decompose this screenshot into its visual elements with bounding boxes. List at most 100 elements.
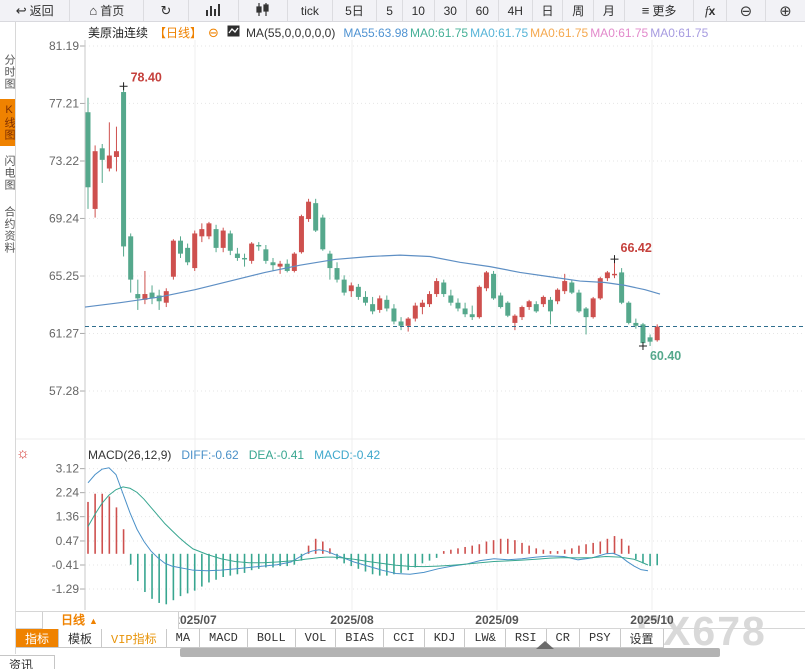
svg-text:69.24: 69.24: [49, 211, 79, 225]
ma-value-4: MA0:61.75: [590, 25, 649, 40]
sidebar-item-0[interactable]: 分时图: [3, 54, 15, 90]
tab-MA[interactable]: MA: [166, 629, 201, 648]
ma-value-2: MA0:61.75: [470, 25, 529, 40]
candle-chart-type-button-icon: [255, 2, 271, 19]
more-button-label: 更多: [652, 4, 677, 18]
period-month-button[interactable]: 月: [594, 0, 625, 21]
tab-CR[interactable]: CR: [546, 629, 580, 648]
home-button-label: 首页: [100, 4, 125, 18]
svg-text:77.21: 77.21: [49, 96, 79, 110]
period-10-button[interactable]: 10: [403, 0, 435, 21]
ma-value-5: MA0:61.75: [650, 25, 709, 40]
chart-type-sidebar: 分时图 K线图闪电图合约资料: [0, 22, 16, 654]
period-tag: 【日线】: [154, 26, 203, 40]
svg-text:60.40: 60.40: [650, 349, 681, 363]
tab-BIAS[interactable]: BIAS: [336, 629, 385, 648]
collapse-legend-icon[interactable]: ⊖: [208, 24, 219, 40]
ma-value-3: MA0:61.75: [530, 25, 589, 40]
svg-text:0.47: 0.47: [56, 534, 80, 548]
period-5day-button[interactable]: 5日: [333, 0, 378, 21]
home-button-icon: ⌂: [89, 3, 98, 18]
tab-VIP指标[interactable]: VIP指标: [102, 629, 167, 648]
ma-value-1: MA0:61.75: [410, 25, 469, 40]
svg-text:2025/09: 2025/09: [475, 613, 519, 627]
more-button[interactable]: ≡ 更多: [625, 0, 695, 21]
dea-value: DEA:-0.41: [248, 448, 305, 462]
refresh-button[interactable]: ↻: [144, 0, 189, 21]
tab-LW&[interactable]: LW&: [465, 629, 506, 648]
svg-text:57.28: 57.28: [49, 384, 79, 398]
refresh-button-icon: ↻: [160, 3, 172, 18]
current-period-button[interactable]: 日线 ▲: [42, 612, 179, 629]
top-toolbar: ↩ 返回 ⌂ 首页 ↻ tick 5日 5 10 30 60 4H 日周月 ≡ 更多 fx ⊖ ⊕: [0, 0, 805, 22]
period-5-button[interactable]: 5: [377, 0, 403, 21]
sidebar-item-1[interactable]: K线图: [0, 99, 15, 146]
indicator-settings-icon[interactable]: ☼: [16, 445, 30, 462]
period-week-button[interactable]: 周: [563, 0, 595, 21]
back-button-icon: ↩: [15, 3, 27, 18]
tab-KDJ[interactable]: KDJ: [424, 629, 466, 648]
zoom-in-button[interactable]: ⊕: [766, 0, 805, 21]
back-button-label: 返回: [29, 4, 54, 18]
svg-text:-1.29: -1.29: [52, 582, 80, 596]
tab-指标[interactable]: 指标: [15, 629, 60, 648]
period-week-button-label: 周: [572, 4, 585, 18]
svg-text:2025/07: 2025/07: [173, 613, 217, 627]
svg-text:78.40: 78.40: [131, 70, 162, 84]
period-60-button[interactable]: 60: [467, 0, 499, 21]
sidebar-item-2[interactable]: 闪电图: [3, 155, 15, 191]
back-button[interactable]: ↩ 返回: [0, 0, 71, 21]
period-4h-button-label: 4H: [507, 3, 523, 18]
zoom-out-button-icon: ⊖: [739, 2, 753, 20]
bar-chart-type-button[interactable]: [189, 0, 239, 21]
tab-BOLL[interactable]: BOLL: [247, 629, 296, 648]
zoom-in-button-icon: ⊕: [779, 2, 792, 20]
symbol-name: 美原油连续: [88, 26, 149, 40]
macd-legend: MACD(26,12,9) DIFF:-0.62 DEA:-0.41 MACD:…: [88, 448, 380, 463]
candle-chart-type-button[interactable]: [239, 0, 289, 21]
tab-MACD[interactable]: MACD: [200, 629, 248, 648]
tab-模板[interactable]: 模板: [59, 629, 103, 648]
svg-text:65.25: 65.25: [49, 269, 79, 283]
svg-text:2025/08: 2025/08: [330, 613, 374, 627]
svg-text:81.19: 81.19: [49, 39, 79, 53]
sidebar-item-3[interactable]: 合约资料: [3, 206, 15, 254]
svg-text:2025/10: 2025/10: [630, 613, 674, 627]
ma-formula: MA(55,0,0,0,0,0): [245, 25, 336, 40]
svg-text:-0.41: -0.41: [52, 558, 80, 572]
diff-value: DIFF:-0.62: [181, 448, 239, 462]
horizontal-scrollbar[interactable]: [180, 648, 720, 657]
period-4h-button[interactable]: 4H: [499, 0, 533, 21]
news-tab[interactable]: 资讯: [0, 655, 55, 669]
svg-text:2.24: 2.24: [56, 486, 80, 500]
period-60-button-label: 60: [475, 3, 489, 18]
tab-设置[interactable]: 设置: [620, 629, 664, 648]
macd-value: MACD:-0.42: [314, 448, 381, 462]
period-day-button[interactable]: 日: [533, 0, 564, 21]
tab-VOL[interactable]: VOL: [295, 629, 337, 648]
scrollbar-up-arrow[interactable]: [536, 641, 554, 649]
period-5day-button-label: 5日: [345, 4, 364, 18]
indicator-tab-bar: 指标 模板 VIP指标 MA MACD BOLL VOL BIAS CCI KDJ LW& RSI CR…: [15, 629, 664, 648]
fx-button[interactable]: fx: [694, 0, 728, 21]
period-month-button-label: 月: [602, 4, 615, 18]
tab-CCI[interactable]: CCI: [384, 629, 425, 648]
period-day-button-label: 日: [541, 4, 554, 18]
period-30-button-label: 30: [443, 3, 457, 18]
tab-PSY[interactable]: PSY: [579, 629, 621, 648]
period-5-button-label: 5: [386, 3, 393, 18]
chart-box-icon: [227, 25, 240, 40]
svg-text:61.27: 61.27: [49, 326, 79, 340]
period-tick-button-label: tick: [300, 3, 319, 18]
period-30-button[interactable]: 30: [435, 0, 467, 21]
more-button-icon: ≡: [641, 3, 650, 18]
zoom-out-button[interactable]: ⊖: [727, 0, 766, 21]
period-tick-button[interactable]: tick: [288, 0, 333, 21]
home-button[interactable]: ⌂ 首页: [70, 0, 145, 21]
price-chart-legend: 美原油连续 【日线】 ⊖ MA(55,0,0,0,0,0) MA55:63.98 MA0:…: [88, 24, 709, 41]
fx-icon: fx: [705, 2, 716, 18]
svg-text:1.36: 1.36: [56, 510, 80, 524]
ma-value-0: MA55:63.98: [343, 25, 409, 40]
svg-text:66.42: 66.42: [621, 241, 652, 255]
